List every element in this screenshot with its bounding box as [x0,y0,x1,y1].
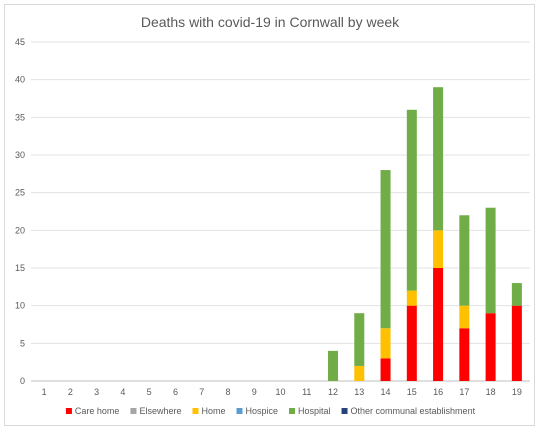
bar-home-week-17 [459,305,470,329]
bar-care-home-week-17 [459,328,470,381]
legend-swatch-elsewhere [130,408,137,414]
y-tick-label-30: 30 [15,150,25,160]
bar-hospital-week-18 [485,207,496,314]
bar-hospital-week-14 [380,170,391,329]
bar-home-week-15 [406,290,417,306]
bar-home-week-14 [380,328,391,359]
x-tick-label-19: 19 [512,387,522,397]
x-tick-label-17: 17 [459,387,469,397]
x-tick-label-13: 13 [354,387,364,397]
bar-hospital-week-13 [354,313,365,366]
x-tick-label-14: 14 [381,387,391,397]
bar-hospital-week-19 [511,283,522,306]
bar-care-home-week-18 [485,313,496,381]
y-tick-label-15: 15 [15,263,25,273]
legend-swatch-other-communal-establishment [341,408,348,414]
legend-label-other-communal-establishment: Other communal establishment [351,406,476,416]
y-tick-label-20: 20 [15,225,25,235]
x-axis-ticks: 1 2 3 4 5 6 7 8 9 10 11 12 13 14 15 16 17 18 19 [42,387,522,397]
x-tick-label-12: 12 [328,387,338,397]
x-tick-label-10: 10 [275,387,285,397]
x-tick-label-7: 7 [199,387,204,397]
bar-care-home-week-14 [380,358,391,381]
legend-label-elsewhere: Elsewhere [139,406,181,416]
x-tick-label-2: 2 [68,387,73,397]
x-tick-label-9: 9 [252,387,257,397]
y-tick-label-0: 0 [20,376,25,386]
legend-swatch-home [192,408,199,414]
y-axis-ticks: 0 5 10 15 20 25 30 35 40 45 [15,37,25,386]
bar-care-home-week-19 [511,305,522,381]
bar-hospital-week-12 [328,350,339,381]
y-tick-label-45: 45 [15,37,25,47]
y-tick-label-25: 25 [15,188,25,198]
y-tick-label-40: 40 [15,75,25,85]
bars [328,87,522,381]
legend-label-home: Home [201,406,225,416]
x-tick-label-4: 4 [120,387,125,397]
bar-hospital-week-16 [433,87,444,231]
legend: Care home Elsewhere Home Hospice Hospital Oth… [65,406,476,416]
bar-home-week-16 [433,230,444,268]
x-tick-label-16: 16 [433,387,443,397]
x-tick-label-5: 5 [147,387,152,397]
x-tick-label-11: 11 [302,387,311,397]
legend-swatch-care-home [65,408,72,414]
legend-label-hospital: Hospital [298,406,331,416]
legend-label-hospice: Hospice [245,406,278,416]
y-tick-label-5: 5 [20,338,25,348]
legend-label-care-home: Care home [75,406,120,416]
x-tick-label-3: 3 [94,387,99,397]
bar-care-home-week-16 [433,268,444,381]
x-tick-label-6: 6 [173,387,178,397]
chart-title: Deaths with covid-19 in Cornwall by week [141,14,400,30]
legend-swatch-hospital [289,408,296,414]
bar-hospital-week-15 [406,109,417,291]
chart-frame: Deaths with covid-19 in Cornwall by week… [4,4,535,426]
bar-home-week-13 [354,365,365,381]
x-tick-label-18: 18 [486,387,496,397]
legend-swatch-hospice [236,408,243,414]
bar-care-home-week-15 [406,305,417,381]
y-tick-label-35: 35 [15,112,25,122]
gridlines [31,41,530,382]
chart-svg: Deaths with covid-19 in Cornwall by week… [15,14,530,416]
y-tick-label-10: 10 [15,301,25,311]
x-tick-label-1: 1 [42,387,47,397]
x-tick-label-8: 8 [225,387,230,397]
bar-hospital-week-17 [459,215,470,306]
x-tick-label-15: 15 [407,387,417,397]
